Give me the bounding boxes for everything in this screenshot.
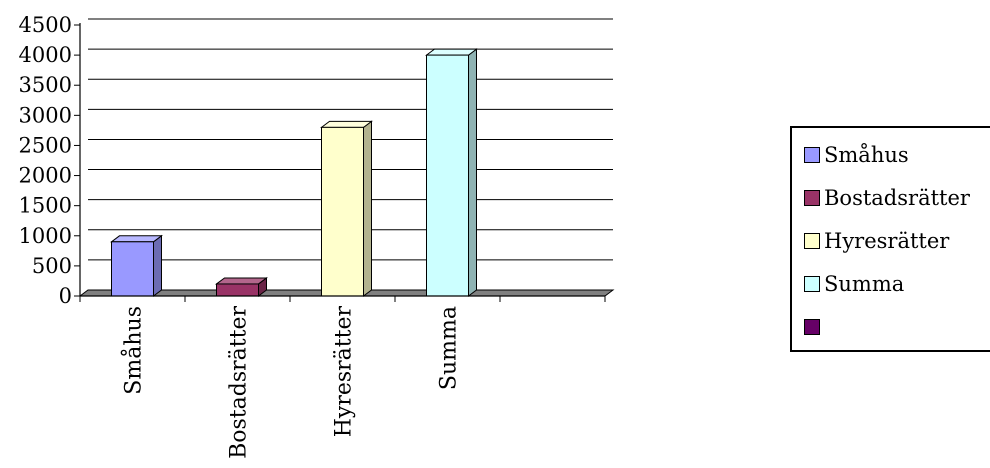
bar	[320, 120, 373, 297]
y-tick-label: 1500	[19, 194, 72, 218]
y-tick-label: 3000	[19, 103, 72, 127]
legend-item-smahus: Småhus	[804, 140, 909, 170]
bar-front	[426, 54, 469, 297]
bar-side	[468, 48, 477, 297]
y-tick-label: 3500	[19, 73, 72, 97]
legend-label-smahus: Småhus	[824, 143, 909, 167]
legend-item-bostadsratter: Bostadsrätter	[804, 183, 970, 213]
legend-label-hyresratter: Hyresrätter	[824, 229, 950, 253]
axes	[74, 23, 606, 302]
legend: Småhus Bostadsrätter Hyresrätter Summa	[790, 126, 990, 352]
x-tick-labels: Småhus Bostadsrätter Hyresrätter Summa	[120, 306, 462, 459]
bar	[215, 276, 268, 297]
bar-front	[321, 126, 364, 297]
bars	[110, 48, 478, 297]
y-tick-label: 4000	[19, 43, 72, 67]
legend-swatch-hyresratter	[804, 233, 820, 249]
legend-swatch-unlabeled	[804, 319, 820, 335]
x-tick-label: Hyresrätter	[332, 306, 357, 438]
legend-label-bostadsratter: Bostadsrätter	[824, 186, 970, 210]
y-tick-labels: 0 500 1000 1500 2000 2500 3000 3500 4000 4500	[19, 13, 72, 308]
y-tick-label: 500	[32, 254, 72, 278]
bar-front	[111, 241, 154, 297]
x-tick-label: Småhus	[120, 306, 147, 395]
y-tick-label: 2000	[19, 164, 72, 188]
x-tick-label: Summa	[437, 306, 462, 390]
bar-side	[153, 234, 162, 297]
legend-label-summa: Summa	[824, 272, 905, 296]
bar-side	[363, 120, 372, 297]
y-tick-label: 2500	[19, 133, 72, 157]
legend-swatch-bostadsratter	[804, 190, 820, 206]
legend-swatch-smahus	[804, 147, 820, 163]
bar	[425, 48, 478, 297]
legend-item-hyresratter: Hyresrätter	[804, 226, 949, 256]
bar-top	[215, 277, 268, 285]
legend-swatch-summa	[804, 276, 820, 292]
bar-top	[425, 48, 478, 56]
legend-item-unlabeled	[804, 312, 824, 342]
y-tick-label: 4500	[19, 13, 72, 37]
bar	[110, 234, 163, 297]
x-tick-label: Bostadsrätter	[227, 306, 252, 459]
bar-top	[110, 235, 163, 243]
bar-front	[216, 283, 259, 297]
legend-item-summa: Summa	[804, 269, 904, 299]
bar-top	[320, 120, 373, 128]
y-tick-label: 0	[59, 284, 72, 308]
y-tick-label: 1000	[19, 224, 72, 248]
